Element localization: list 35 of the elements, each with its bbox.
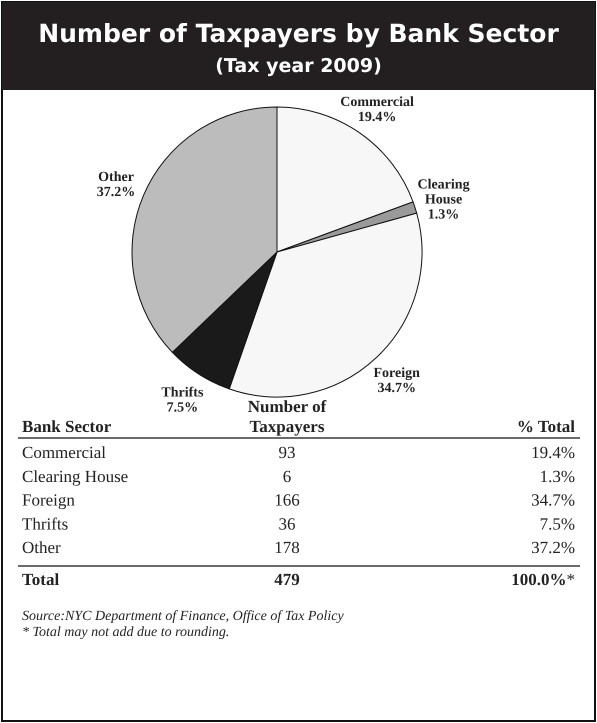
- slice-label: Clearing House: [417, 177, 470, 208]
- data-label: 1.3%: [540, 466, 575, 486]
- data-label: 36: [278, 514, 296, 534]
- data-label: 1.3%: [428, 207, 460, 222]
- category-label: Other: [22, 538, 62, 558]
- data-label: 19.4%: [358, 110, 396, 125]
- text: % Total: [516, 417, 576, 436]
- text: Bank Sector: [22, 417, 112, 436]
- slice-label: Other: [98, 170, 134, 185]
- data-label: 19.4%: [531, 443, 575, 462]
- category-label: Commercial: [22, 443, 106, 462]
- text: Number of Taxpayers: [248, 397, 327, 436]
- data-label: 93: [278, 443, 296, 462]
- category-label: Clearing House: [22, 466, 128, 486]
- text: 479: [274, 570, 300, 589]
- slice-label: Thrifts: [161, 386, 204, 401]
- data-label: 166: [274, 490, 300, 510]
- data-label: 7.5%: [166, 400, 198, 416]
- data-label: 37.2%: [96, 184, 136, 200]
- data-label: 6: [282, 466, 292, 486]
- chart-title: Number of Taxpayers by Bank Sector: [38, 19, 560, 48]
- chart-subtitle: (Tax year 2009): [215, 55, 382, 77]
- text: Total: [22, 570, 60, 589]
- data-label: 34.7%: [377, 381, 416, 396]
- slice-label: Commercial: [340, 94, 414, 110]
- data-label: 178: [274, 538, 300, 558]
- category-label: Foreign: [22, 490, 76, 510]
- data-label: 7.5%: [540, 514, 575, 534]
- source-note: Source:NYC Department of Finance, Office of Tax Policy: [22, 609, 344, 624]
- data-label: 34.7%: [531, 490, 575, 510]
- data-label: 37.2%: [531, 538, 575, 558]
- category-label: Thrifts: [22, 514, 68, 534]
- text: * Total may not add due to rounding.: [22, 625, 230, 640]
- text: 100.0%*: [511, 570, 575, 589]
- slice-label: Foreign: [373, 366, 420, 382]
